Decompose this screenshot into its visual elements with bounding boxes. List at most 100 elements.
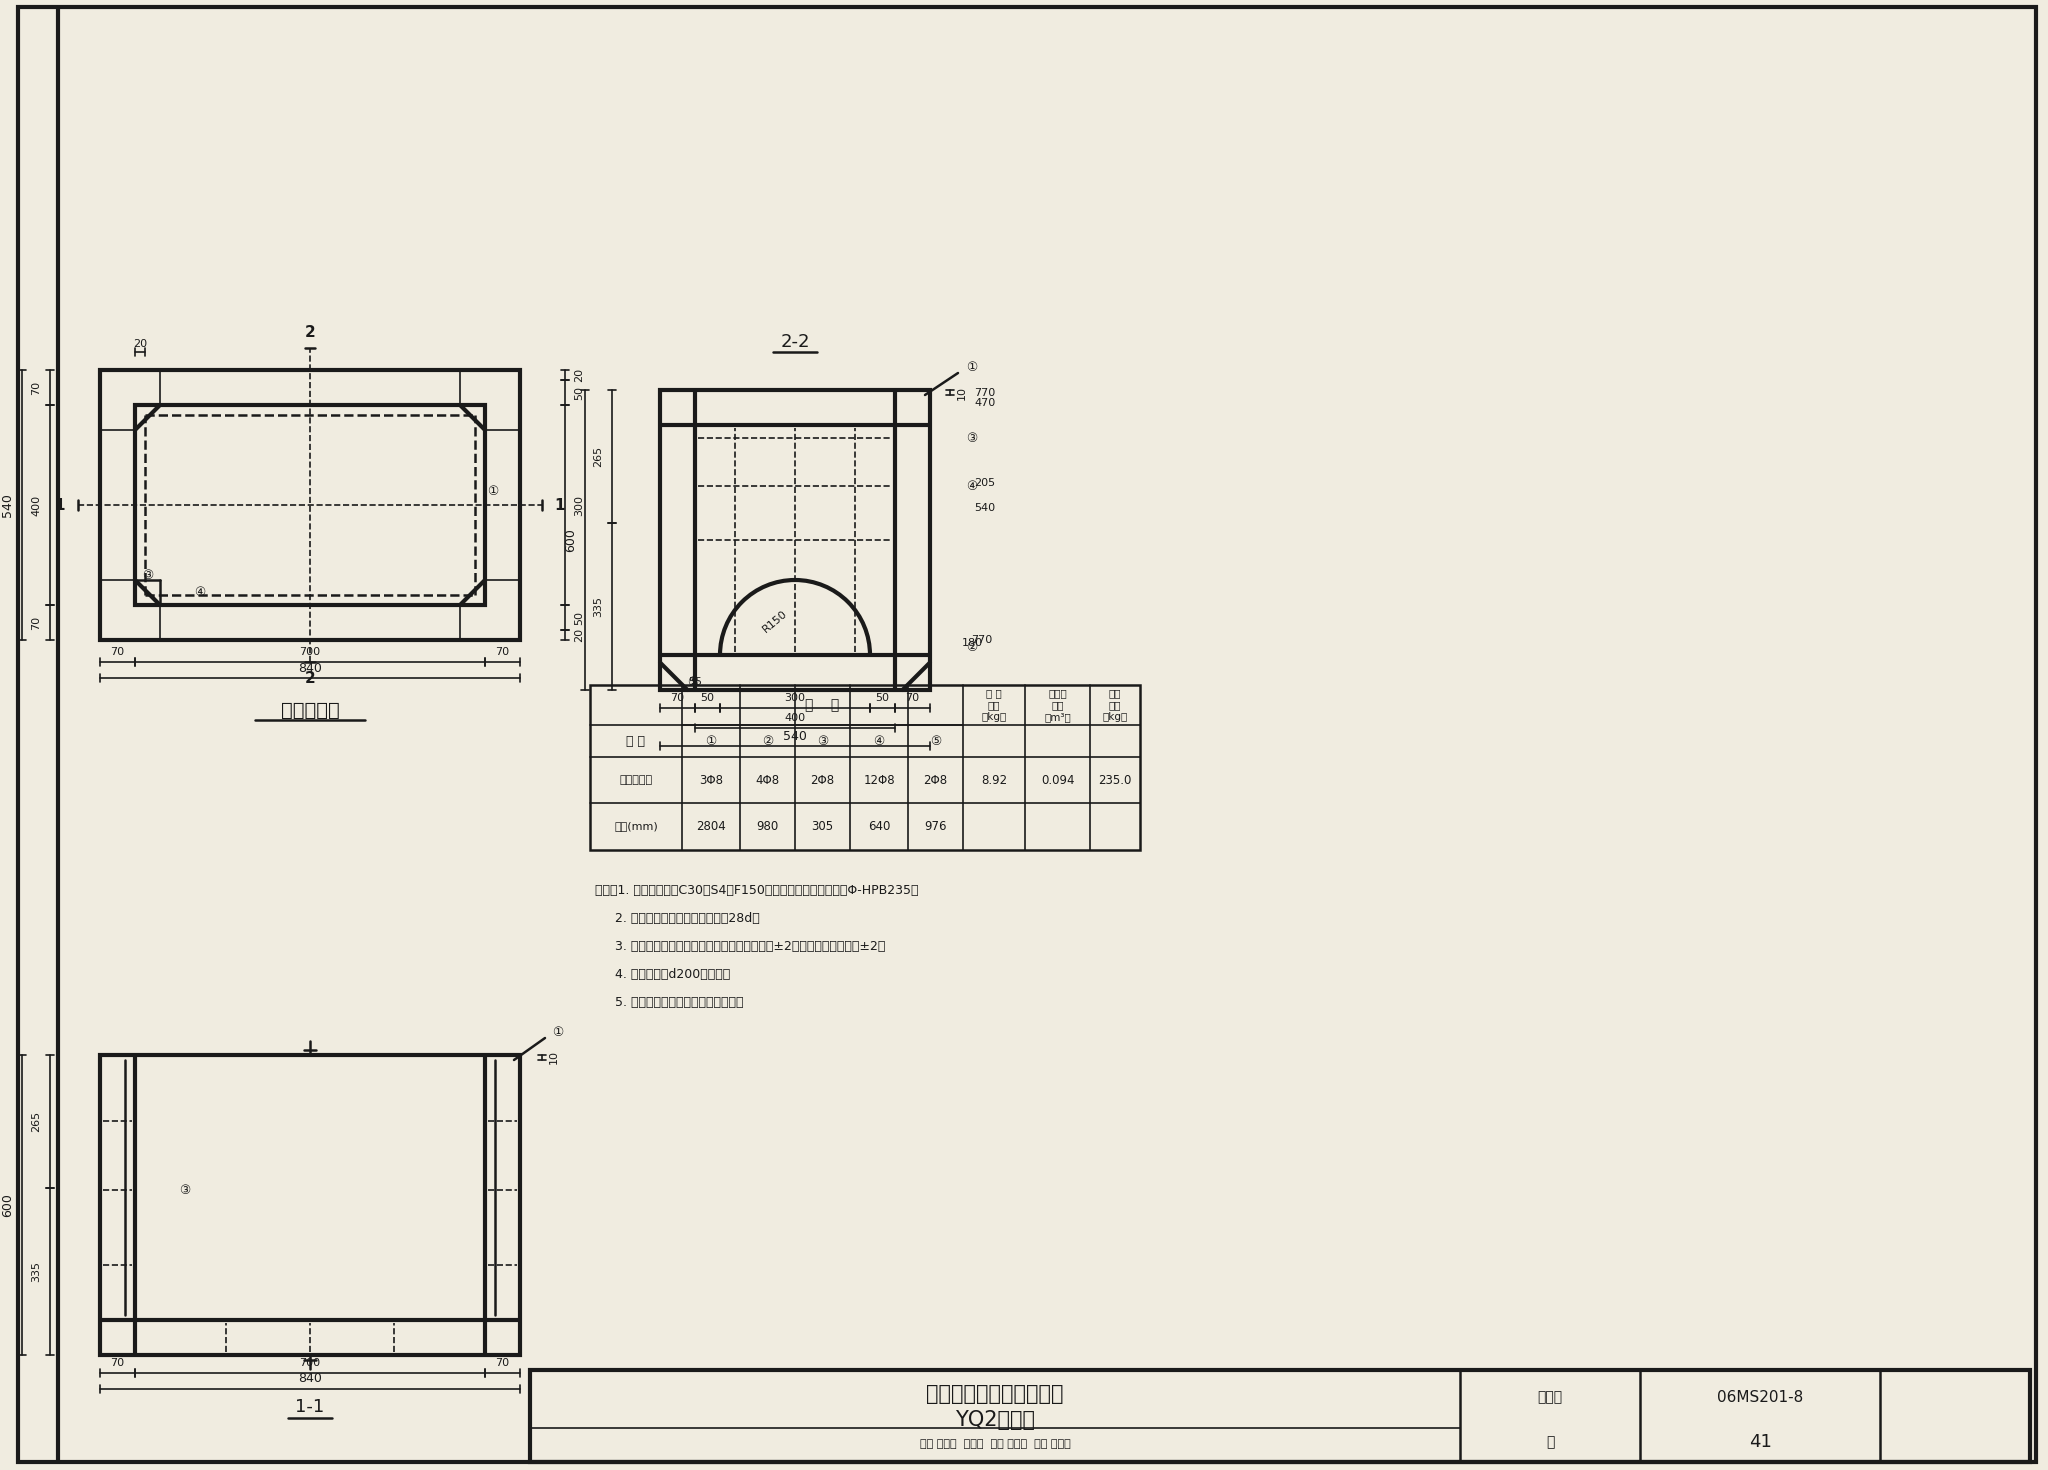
Text: 235.0: 235.0 <box>1098 773 1133 786</box>
Text: 12Φ8: 12Φ8 <box>862 773 895 786</box>
Text: ②: ② <box>967 641 977 654</box>
Text: 混凝土: 混凝土 <box>1049 688 1067 698</box>
Text: 根数与直径: 根数与直径 <box>618 775 653 785</box>
Text: 20: 20 <box>573 368 584 382</box>
Text: 50: 50 <box>874 692 889 703</box>
Text: 构件: 构件 <box>1108 688 1120 698</box>
Bar <box>590 685 1141 850</box>
Text: ⑤: ⑤ <box>686 676 698 688</box>
Text: 1: 1 <box>555 497 565 513</box>
Text: 页: 页 <box>1546 1435 1554 1449</box>
Text: 335: 335 <box>31 1261 41 1282</box>
Bar <box>530 1370 2030 1463</box>
Text: ③: ③ <box>967 432 977 444</box>
Text: ①: ① <box>705 735 717 748</box>
Text: ④: ④ <box>872 735 885 748</box>
Text: 300: 300 <box>784 692 805 703</box>
Bar <box>135 406 485 606</box>
Text: 2: 2 <box>305 325 315 340</box>
Text: 840: 840 <box>299 662 322 675</box>
Text: （m³）: （m³） <box>1044 711 1071 722</box>
Text: 8.92: 8.92 <box>981 773 1008 786</box>
Text: 平面配筋图: 平面配筋图 <box>281 701 340 719</box>
Text: 70: 70 <box>905 692 920 703</box>
Text: ①: ① <box>487 485 498 498</box>
Text: 50: 50 <box>573 385 584 400</box>
Text: 265: 265 <box>31 1111 41 1132</box>
Text: 4. 本图适用于d200雨水口。: 4. 本图适用于d200雨水口。 <box>596 967 731 980</box>
Text: 钢    筋: 钢 筋 <box>805 698 840 711</box>
Text: 976: 976 <box>924 820 946 833</box>
Text: R150: R150 <box>760 609 788 635</box>
Text: 50: 50 <box>700 692 715 703</box>
Text: 2-2: 2-2 <box>780 334 809 351</box>
Bar <box>100 370 520 639</box>
Text: 0.094: 0.094 <box>1040 773 1075 786</box>
Text: 700: 700 <box>299 647 322 657</box>
Text: ⑤: ⑤ <box>930 735 942 748</box>
Text: 长度(mm): 长度(mm) <box>614 822 657 832</box>
Bar <box>659 390 930 689</box>
Text: 180: 180 <box>961 638 983 647</box>
Text: 55: 55 <box>688 678 702 686</box>
Text: 70: 70 <box>496 1358 510 1369</box>
Text: 5. 根据需要可在适当位置预留吊孔。: 5. 根据需要可在适当位置预留吊孔。 <box>596 995 743 1008</box>
Text: 70: 70 <box>111 1358 125 1369</box>
Text: 2804: 2804 <box>696 820 725 833</box>
Text: 20: 20 <box>133 340 147 348</box>
Text: YQ2配筋图: YQ2配筋图 <box>954 1410 1034 1430</box>
Text: 4Φ8: 4Φ8 <box>756 773 780 786</box>
Text: 600: 600 <box>565 528 578 551</box>
Text: 600: 600 <box>2 1194 14 1217</box>
Text: ①: ① <box>553 1026 563 1038</box>
Text: 41: 41 <box>1749 1433 1772 1451</box>
Text: （kg）: （kg） <box>1102 711 1128 722</box>
Text: 1-1: 1-1 <box>295 1398 326 1416</box>
Text: 1: 1 <box>55 497 66 513</box>
Bar <box>100 1055 520 1355</box>
Text: 980: 980 <box>756 820 778 833</box>
Text: 700: 700 <box>299 1358 322 1369</box>
Text: 770: 770 <box>971 635 993 645</box>
Text: 840: 840 <box>299 1373 322 1386</box>
Text: 540: 540 <box>2 492 14 517</box>
Text: 10: 10 <box>956 385 967 400</box>
Text: 770: 770 <box>975 388 995 397</box>
Text: 205: 205 <box>975 478 995 488</box>
Text: 70: 70 <box>111 647 125 657</box>
Text: 3. 构件表面要求平直、压光；构件尺寸误差：±2；对角线尺寸误差：±2。: 3. 构件表面要求平直、压光；构件尺寸误差：±2；对角线尺寸误差：±2。 <box>596 939 885 953</box>
Text: 说明：1. 材料：混凝土C30、S4、F150（根据需要选用）；钢筋Φ-HPB235。: 说明：1. 材料：混凝土C30、S4、F150（根据需要选用）；钢筋Φ-HPB2… <box>596 883 918 897</box>
Text: 540: 540 <box>782 729 807 742</box>
Text: ②: ② <box>762 735 774 748</box>
Text: 审核 王僚山  叶悼山  校对 盛奕节  设计 温丽晖: 审核 王僚山 叶悼山 校对 盛奕节 设计 温丽晖 <box>920 1439 1071 1449</box>
Text: ③: ③ <box>141 569 154 582</box>
Text: （kg）: （kg） <box>981 711 1008 722</box>
Text: 305: 305 <box>811 820 834 833</box>
Text: 70: 70 <box>670 692 684 703</box>
Text: ③: ③ <box>180 1183 190 1197</box>
Text: 265: 265 <box>594 445 602 467</box>
Text: 470: 470 <box>975 397 995 407</box>
Text: 2Φ8: 2Φ8 <box>924 773 948 786</box>
Text: 10: 10 <box>549 1051 559 1064</box>
Text: 体积: 体积 <box>1051 700 1063 710</box>
Text: 重量: 重量 <box>987 700 999 710</box>
Text: ③: ③ <box>817 735 827 748</box>
Text: ④: ④ <box>967 479 977 492</box>
Text: 重量: 重量 <box>1108 700 1120 710</box>
Text: 300: 300 <box>573 494 584 516</box>
Text: 70: 70 <box>31 381 41 394</box>
Text: 2. 环向钢筋居中放置；搭接长度28d。: 2. 环向钢筋居中放置；搭接长度28d。 <box>596 911 760 925</box>
Text: 50: 50 <box>573 610 584 625</box>
Text: 预制混凝土装配式雨水口: 预制混凝土装配式雨水口 <box>926 1383 1063 1404</box>
Text: 70: 70 <box>31 616 41 629</box>
Text: 钢 筋: 钢 筋 <box>987 688 1001 698</box>
Text: ①: ① <box>967 360 977 373</box>
Text: 3Φ8: 3Φ8 <box>698 773 723 786</box>
Text: 20: 20 <box>573 628 584 642</box>
Text: ④: ④ <box>195 587 205 598</box>
Text: 400: 400 <box>784 713 805 723</box>
Text: 编 号: 编 号 <box>627 735 645 748</box>
Text: 640: 640 <box>868 820 891 833</box>
Text: 2: 2 <box>305 670 315 685</box>
